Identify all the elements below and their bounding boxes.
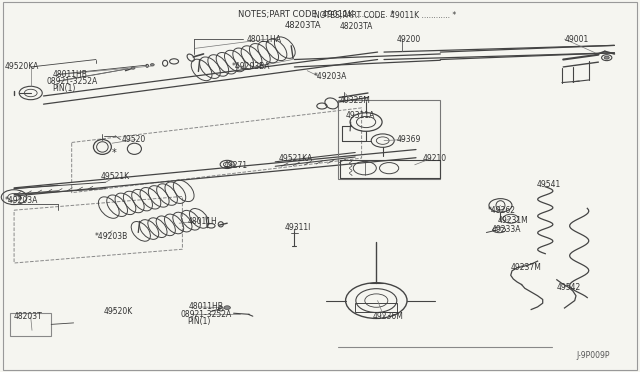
- Text: 08921-3252A: 08921-3252A: [46, 77, 97, 86]
- Ellipse shape: [224, 306, 230, 310]
- Text: 49311I: 49311I: [285, 223, 311, 232]
- Text: 49542: 49542: [557, 283, 581, 292]
- Bar: [10, 313, 51, 336]
- Text: 49520K: 49520K: [104, 307, 133, 316]
- Text: 49369: 49369: [397, 135, 421, 144]
- Text: 49520: 49520: [122, 135, 146, 144]
- Ellipse shape: [150, 64, 154, 66]
- Text: *: *: [18, 196, 22, 205]
- Text: 49271: 49271: [224, 161, 248, 170]
- Text: 49200: 49200: [397, 35, 421, 44]
- Text: 48203T: 48203T: [14, 312, 43, 321]
- Text: 49521K: 49521K: [101, 172, 131, 181]
- Text: PIN(1): PIN(1): [52, 84, 76, 93]
- Bar: [355, 303, 397, 312]
- Text: J-9P009P: J-9P009P: [576, 351, 609, 360]
- Text: 49233A: 49233A: [492, 225, 521, 234]
- Bar: [338, 100, 440, 179]
- Text: 08921-3252A: 08921-3252A: [180, 310, 232, 319]
- Text: PIN(1): PIN(1): [187, 317, 211, 326]
- Text: 48011HB: 48011HB: [52, 70, 87, 79]
- Text: 49311A: 49311A: [346, 111, 375, 120]
- Text: 49210: 49210: [422, 154, 447, 163]
- Text: 48203TA: 48203TA: [285, 21, 321, 30]
- Circle shape: [604, 56, 609, 59]
- Text: NOTES;PART CODE  49011K ............ *: NOTES;PART CODE 49011K ............ *: [238, 10, 395, 19]
- Text: *49203A: *49203A: [314, 72, 347, 81]
- Text: 49237M: 49237M: [511, 263, 541, 272]
- Text: 49231M: 49231M: [498, 216, 529, 225]
- Ellipse shape: [131, 67, 135, 69]
- Text: 48203TA: 48203TA: [339, 22, 372, 31]
- Text: NOTES;PART CODE  49011K ............ *: NOTES;PART CODE 49011K ............ *: [314, 11, 456, 20]
- Text: *49262: *49262: [488, 206, 516, 215]
- Text: 49521KA: 49521KA: [278, 154, 313, 163]
- Text: 49541: 49541: [536, 180, 561, 189]
- Text: *49203B: *49203B: [95, 232, 128, 241]
- Text: 49520KA: 49520KA: [5, 62, 40, 71]
- Text: 48011HA: 48011HA: [246, 35, 282, 44]
- Text: 49236M: 49236M: [372, 312, 403, 321]
- Text: *49203A: *49203A: [5, 196, 38, 205]
- Text: 49001: 49001: [564, 35, 589, 44]
- Text: 48011H: 48011H: [188, 217, 217, 226]
- Text: 49325M: 49325M: [339, 96, 370, 105]
- Text: *: *: [112, 148, 116, 158]
- Text: 48011HB: 48011HB: [189, 302, 223, 311]
- Text: *49203BA: *49203BA: [232, 62, 270, 71]
